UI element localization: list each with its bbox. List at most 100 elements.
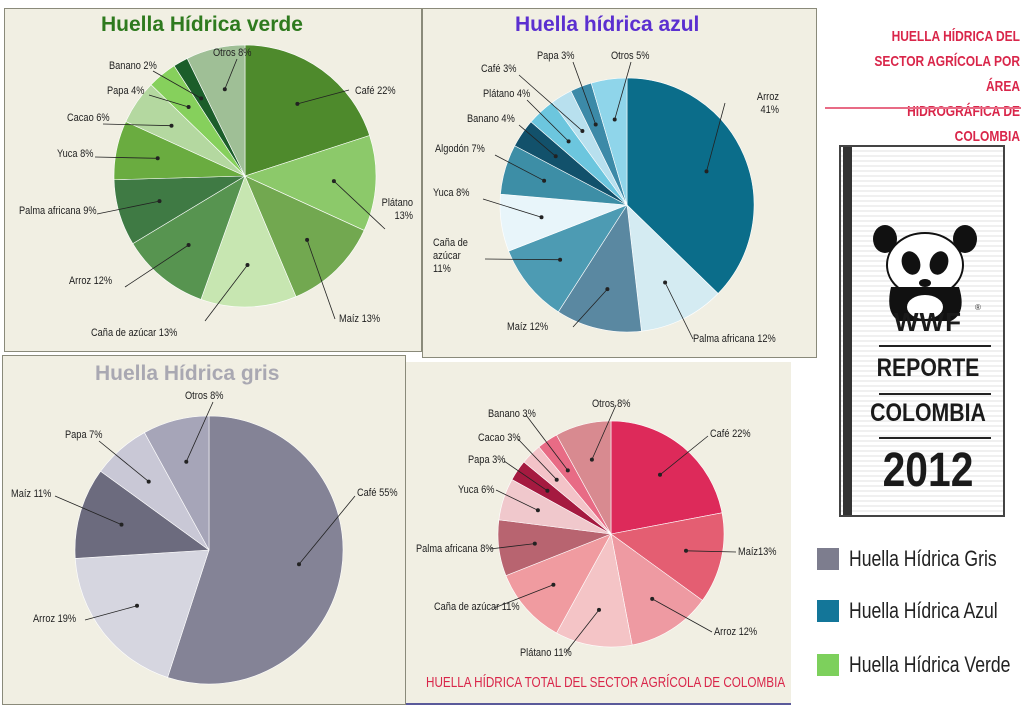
slice-label: Maíz 12% xyxy=(507,321,549,333)
slice-label: Yuca 6% xyxy=(458,484,495,496)
pie-panel-gris: Huella Hídrica gris Café 55% Arroz 19% M… xyxy=(2,355,406,705)
pie-slice xyxy=(144,415,210,551)
leader-line xyxy=(495,489,539,511)
leader-dot xyxy=(580,129,585,133)
leader-dot xyxy=(245,263,250,267)
slice-label: Plátano 4% xyxy=(483,88,531,100)
leader-line xyxy=(525,414,569,471)
pie-slice xyxy=(610,533,703,646)
slice-label: Maíz 13% xyxy=(339,313,381,325)
pie-slice xyxy=(626,77,755,294)
slice-label: Café 22% xyxy=(355,85,396,97)
pie-chart-azul xyxy=(482,61,755,340)
pie-slice xyxy=(244,175,365,298)
slice-label-arroz: Arroz 41% xyxy=(756,91,779,116)
leader-line xyxy=(659,435,709,476)
slice-label: Café 3% xyxy=(481,63,517,75)
divider xyxy=(879,393,991,395)
pie-slice xyxy=(74,470,210,559)
leader-line xyxy=(517,438,557,480)
leader-dot xyxy=(542,178,547,183)
legend-swatch-azul xyxy=(817,600,839,622)
leader-line xyxy=(685,550,737,553)
leader-line xyxy=(489,543,535,550)
leader-dot xyxy=(551,582,556,587)
slice-label: Yuca 8% xyxy=(57,148,94,160)
slice-label-caña: Caña de azúcar 11% xyxy=(433,237,468,275)
leader-dot xyxy=(157,199,162,204)
slice-label: Maíz13% xyxy=(738,546,777,558)
leader-line xyxy=(664,282,694,340)
leader-dot xyxy=(593,122,598,127)
leader-dot xyxy=(650,596,655,601)
leader-dot xyxy=(704,169,709,174)
leader-dot xyxy=(146,479,151,484)
slice-label: Arroz 12% xyxy=(714,626,758,638)
leader-line xyxy=(572,288,608,328)
pie-chart-verde xyxy=(94,44,386,322)
leader-line xyxy=(614,61,632,120)
leader-dot xyxy=(612,117,617,122)
leader-dot xyxy=(553,154,558,159)
legend-item: Huella Hídrica Verde xyxy=(817,652,1022,682)
slice-label: Otros 5% xyxy=(611,50,650,62)
leader-dot xyxy=(658,472,662,477)
leader-line xyxy=(493,584,554,609)
registered-mark: ® xyxy=(975,303,981,312)
pie-panel-verde: Huella Hídrica verde Café 22% Plátano 13… xyxy=(4,8,422,352)
leader-dot xyxy=(558,257,563,262)
legend-label: Huella Hídrica Verde xyxy=(849,652,1011,677)
leader-dot xyxy=(331,179,336,184)
report-heading: HUELLA HÍDRICA DEL SECTOR AGRÍCOLA POR Á… xyxy=(864,24,1020,149)
leader-dot xyxy=(535,508,540,513)
pie-slice xyxy=(244,135,377,231)
slice-label: Café 55% xyxy=(357,487,398,499)
leader-line xyxy=(518,74,583,132)
leader-dot xyxy=(199,96,204,101)
cover-background xyxy=(841,147,1003,515)
slice-label: Arroz 41% xyxy=(732,91,779,117)
leader-line xyxy=(204,264,248,322)
report-country: COLOMBIA xyxy=(870,399,986,427)
slice-label: Caña de azúcar 11% xyxy=(434,601,520,613)
pie-slice xyxy=(74,549,210,678)
legend-item: Huella Hídrica Gris xyxy=(817,546,1022,576)
slice-label: Café 22% xyxy=(710,428,751,440)
leader-line xyxy=(96,200,160,215)
slice-label: Papa 3% xyxy=(468,454,506,466)
leader-line xyxy=(706,102,726,172)
slice-label: Caña de azúcar 11% xyxy=(433,237,475,276)
slice-label: Banano 2% xyxy=(109,60,157,72)
leader-dot xyxy=(565,468,570,473)
divider xyxy=(879,345,991,347)
pie-chart-gris xyxy=(54,401,356,685)
leader-line xyxy=(297,89,350,105)
leader-line xyxy=(482,198,542,218)
leader-line xyxy=(652,598,713,633)
wwf-report-cover: WWF ® REPORTE COLOMBIA 2012 xyxy=(839,145,1005,517)
leader-line xyxy=(526,99,569,142)
slice-label: Arroz 12% xyxy=(69,275,113,287)
leader-line xyxy=(124,244,189,288)
pie-panel-azul: Huella hídrica azul Arroz 41% Palma afri… xyxy=(422,8,817,358)
pie-chart-total xyxy=(489,404,737,653)
leader-dot xyxy=(545,488,550,493)
leader-line xyxy=(333,180,386,230)
slice-label: Maíz 11% xyxy=(11,488,52,500)
legend-label: Huella Hídrica Azul xyxy=(849,598,998,623)
leader-line xyxy=(565,609,600,653)
divider xyxy=(825,107,1021,109)
pie-panel-total: Café 22% Maíz13% Arroz 12% Plátano 11% C… xyxy=(406,362,791,705)
leader-dot xyxy=(597,607,601,612)
slice-label: Plátano 13% xyxy=(373,197,413,223)
leader-dot xyxy=(186,243,191,247)
pie-slice xyxy=(557,204,642,333)
leader-dot xyxy=(589,457,594,462)
slice-label: Palma africana 9% xyxy=(19,205,97,217)
leader-line xyxy=(54,495,122,525)
chart-title-azul: Huella hídrica azul xyxy=(515,13,700,36)
leader-line xyxy=(98,440,149,482)
legend: Huella Hídrica Gris Huella Hídrica Azul … xyxy=(817,546,1022,686)
wwf-logo: WWF xyxy=(894,307,962,337)
leader-dot xyxy=(663,280,668,285)
